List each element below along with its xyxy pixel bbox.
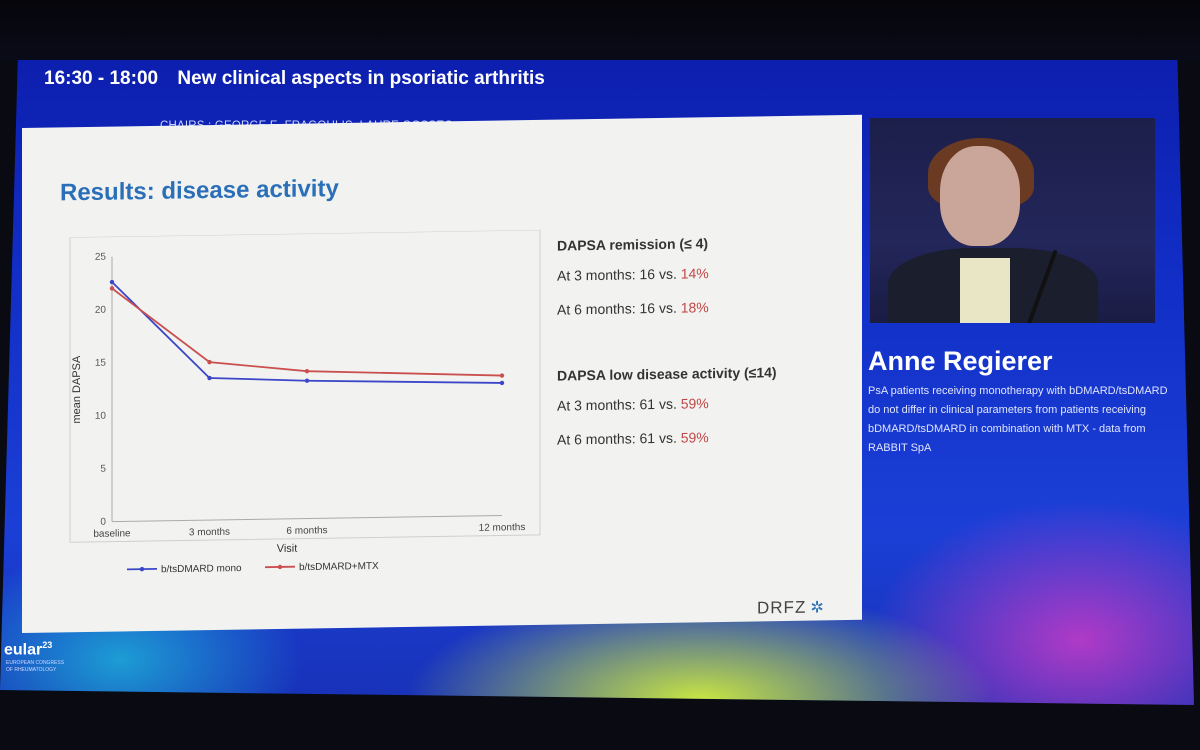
y-axis-title: mean DAPSA <box>71 355 83 424</box>
y-tick-label: 15 <box>95 358 107 369</box>
eular-logo-subtitle: EUROPEAN CONGRESS OF RHEUMATOLOGY <box>6 660 65 673</box>
lda-3m: At 3 months: 61 vs. 59% <box>557 394 777 413</box>
session-header: 16:30 - 18:00 New clinical aspects in ps… <box>44 68 545 90</box>
slide-title: Results: disease activity <box>60 175 339 207</box>
series-line-1 <box>111 281 503 384</box>
remission-3m: At 3 months: 16 vs. 14% <box>557 264 777 283</box>
series-line-2 <box>111 287 503 377</box>
series-1-point <box>109 279 115 285</box>
gear-icon: ✲ <box>810 599 825 617</box>
remission-3m-text: At 3 months: 16 vs. <box>557 265 681 284</box>
y-tick-label: 25 <box>95 252 107 263</box>
session-time: 16:30 - 18:00 <box>44 68 159 89</box>
legend-label-1: b/tsDMARD mono <box>161 563 242 575</box>
y-tick-label: 5 <box>100 464 106 475</box>
x-axis-title: Visit <box>277 543 298 555</box>
series-2-point <box>304 368 310 374</box>
series-1-point <box>499 380 505 386</box>
x-tick-label: 6 months <box>286 525 327 537</box>
x-tick-label: baseline <box>93 528 131 540</box>
legend-marker-1 <box>139 566 145 572</box>
series-1-point <box>207 375 212 381</box>
x-tick-label: 12 months <box>479 522 526 534</box>
speaker-shirt <box>960 258 1010 323</box>
series-2-point <box>207 359 212 365</box>
y-tick-label: 10 <box>95 411 107 422</box>
lda-heading: DAPSA low disease activity (≤14) <box>557 364 777 384</box>
speaker-video <box>870 118 1155 323</box>
eular-logo-name: eular <box>4 641 43 659</box>
speaker-name: Anne Regierer <box>868 346 1053 376</box>
remission-6m-value: 18% <box>680 299 709 316</box>
legend-label-2: b/tsDMARD+MTX <box>299 561 379 573</box>
lda-6m-text: At 6 months: 61 vs. <box>557 429 681 448</box>
x-axis <box>112 514 502 523</box>
lda-3m-text: At 3 months: 61 vs. <box>557 395 681 414</box>
remission-heading: DAPSA remission (≤ 4) <box>557 235 709 254</box>
eular-logo-year: 23 <box>42 640 53 650</box>
dapsa-line-chart: 0 5 10 15 20 25 baseline 3 months 6 months 12 mon… <box>69 229 541 575</box>
stats-panel: DAPSA remission (≤ 4) At 3 months: 16 vs… <box>557 234 777 465</box>
legend-marker-2 <box>277 564 283 570</box>
chart-frame <box>69 229 541 543</box>
remission-3m-value: 14% <box>680 265 709 282</box>
drfz-logo: DRFZ ✲ <box>757 597 825 618</box>
drfz-logo-text: DRFZ <box>757 597 807 618</box>
remission-6m-text: At 6 months: 16 vs. <box>557 299 681 318</box>
session-title: New clinical aspects in psoriatic arthri… <box>177 68 545 89</box>
y-tick-label: 20 <box>95 305 107 316</box>
series-1-point <box>304 378 310 383</box>
remission-6m: At 6 months: 16 vs. 18% <box>557 298 777 317</box>
speaker-face <box>940 146 1020 246</box>
ceiling-area <box>0 0 1200 60</box>
series-2-point <box>499 373 505 378</box>
lda-6m: At 6 months: 61 vs. 59% <box>557 428 777 447</box>
lda-3m-value: 59% <box>680 395 709 412</box>
y-tick-label: 0 <box>100 517 106 528</box>
series-2-point <box>109 286 115 291</box>
eular-logo: eular23 <box>4 640 52 659</box>
lda-6m-value: 59% <box>680 429 709 446</box>
slide-panel: Results: disease activity 0 5 10 15 20 25 base… <box>22 114 862 634</box>
talk-description: PsA patients receiving monotherapy with … <box>868 385 1168 454</box>
x-tick-label: 3 months <box>189 527 230 539</box>
